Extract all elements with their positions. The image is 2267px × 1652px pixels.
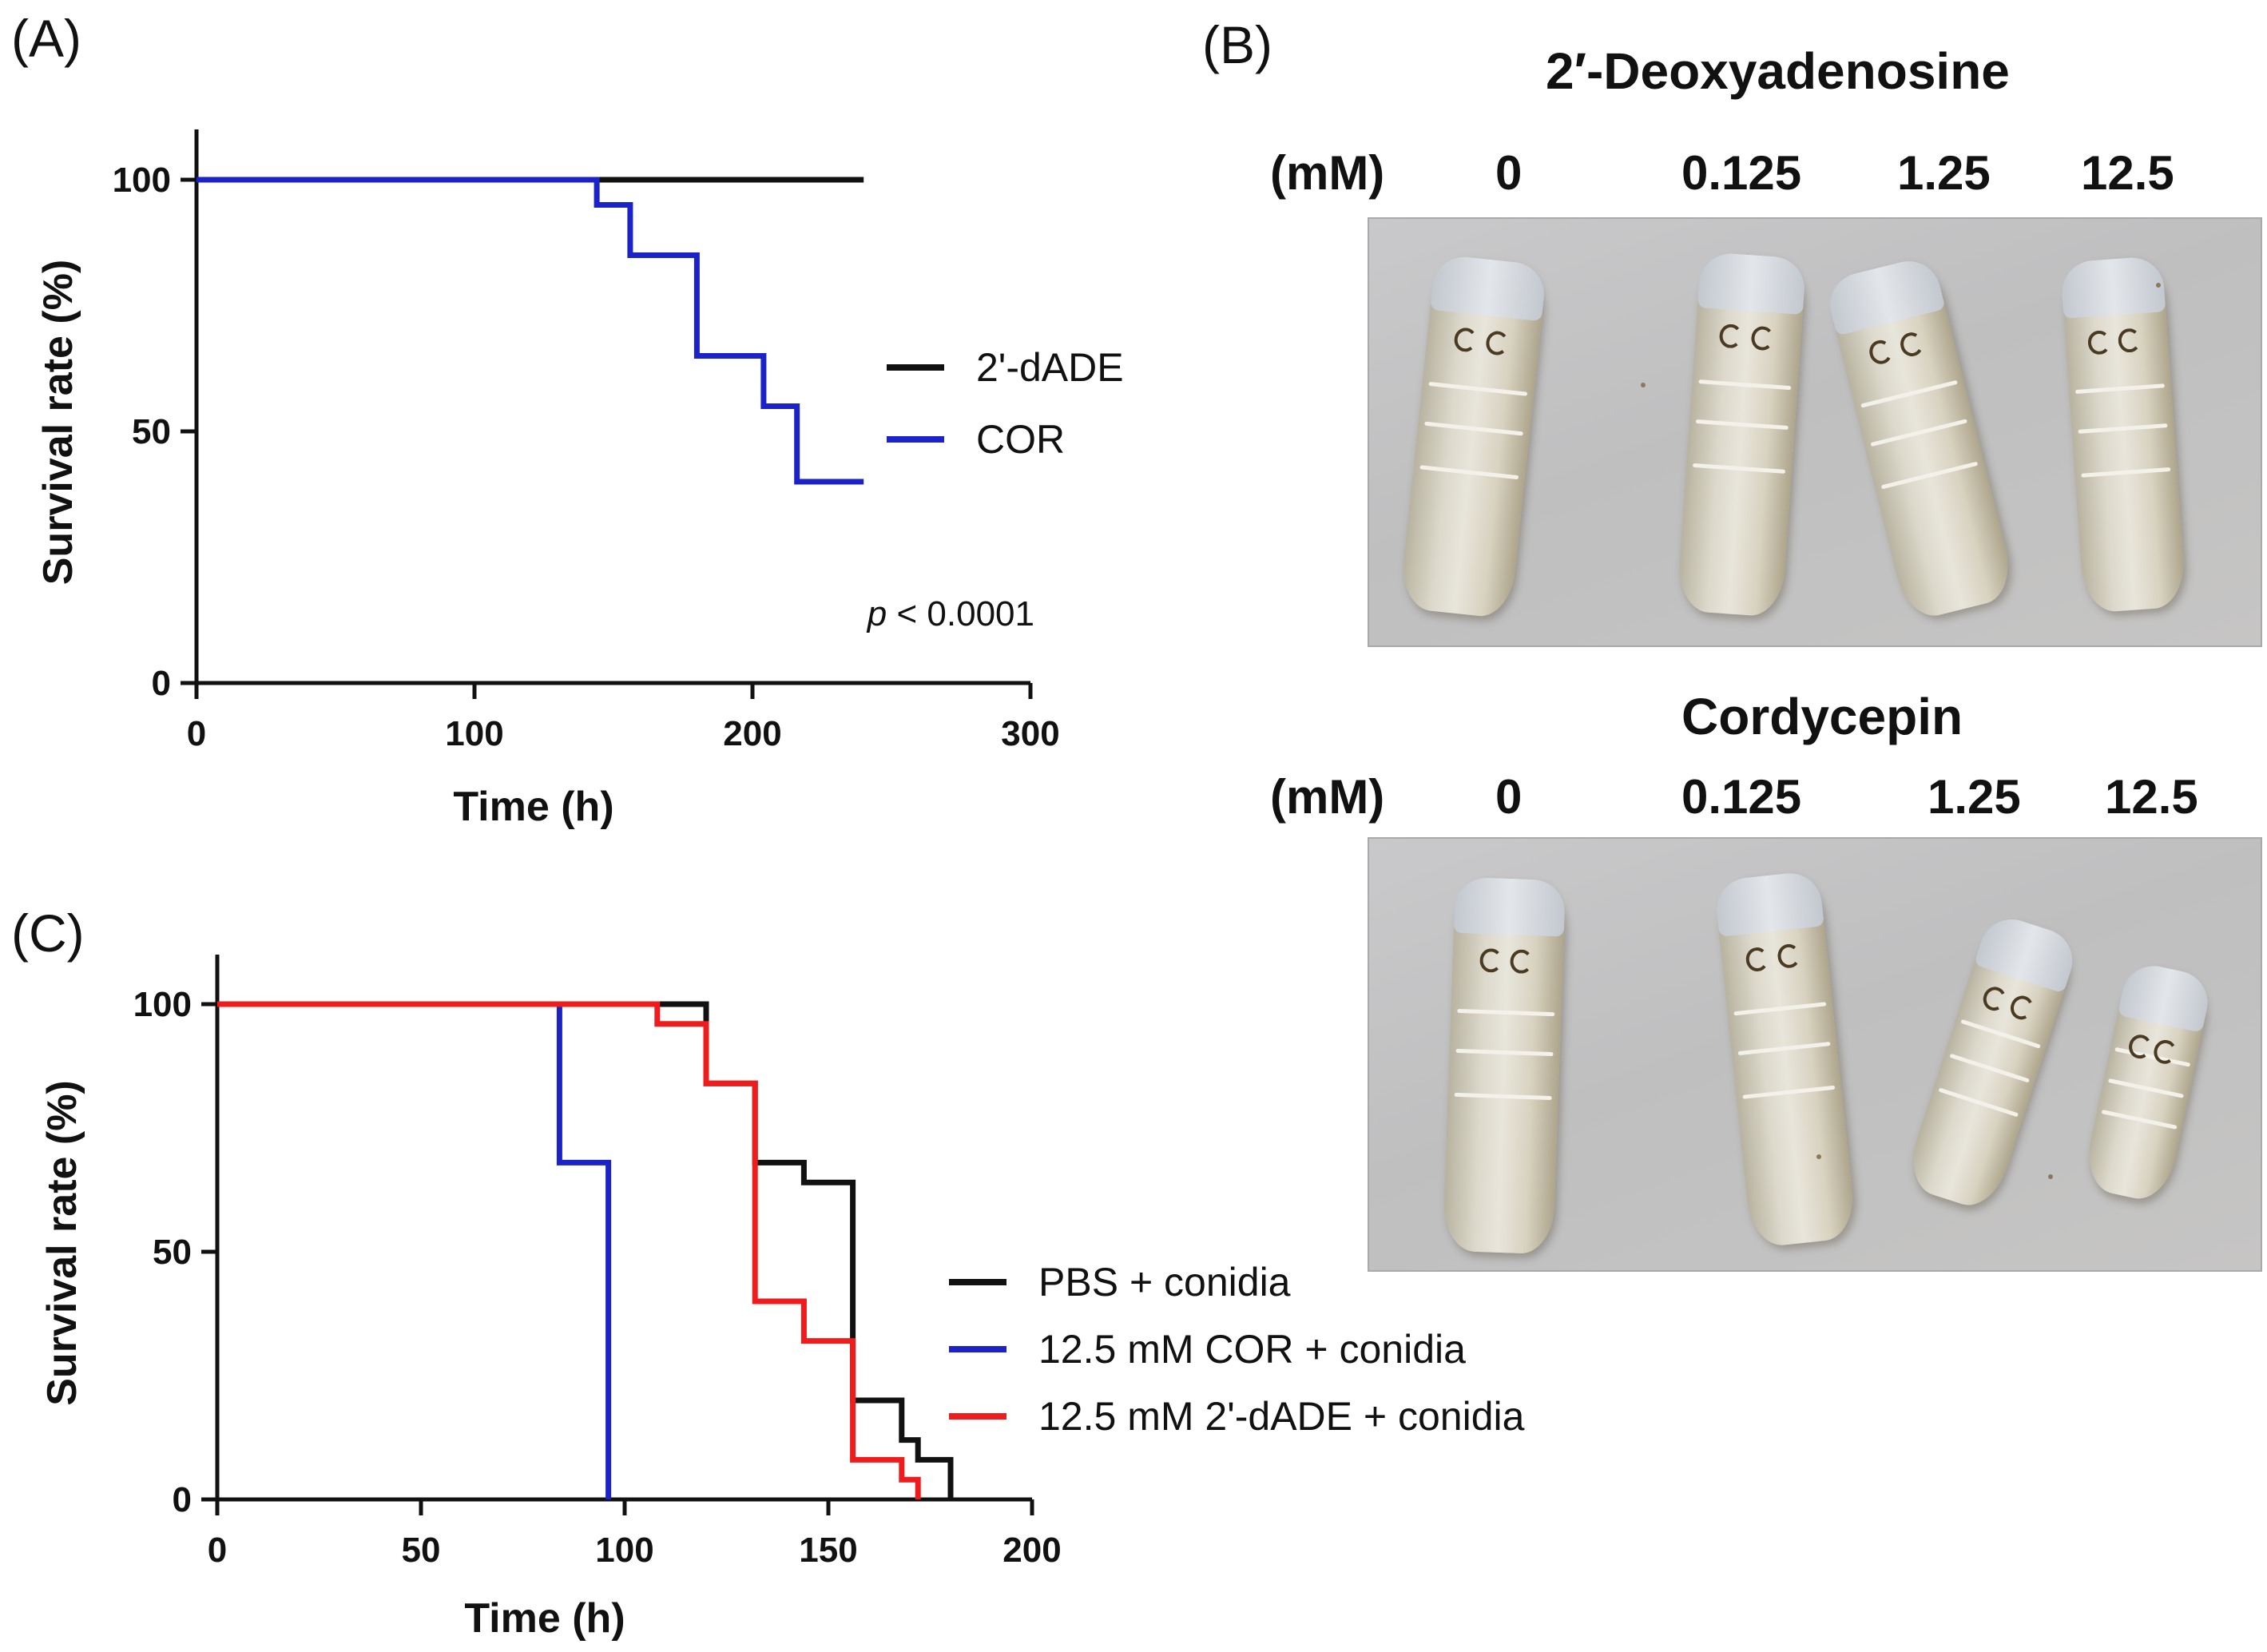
top-conc-3: 12.5 xyxy=(2081,146,2174,200)
y-axis-label-c: Survival rate (%) xyxy=(39,1080,85,1406)
larva xyxy=(2081,959,2213,1205)
x-tick-label-c: 50 xyxy=(402,1531,441,1570)
cordycepin-title: Cordycepin xyxy=(1681,688,1963,745)
y-tick-label-c: 0 xyxy=(173,1480,192,1519)
deoxyadenosine-title: 2′-Deoxyadenosine xyxy=(1546,42,2010,100)
y-tick-label-a: 50 xyxy=(132,412,171,451)
bottom-conc-2: 1.25 xyxy=(1928,770,2021,824)
bottom-conc-0: 0 xyxy=(1495,770,1523,824)
y-tick-label-c: 50 xyxy=(153,1233,192,1272)
x-tick-label-c: 150 xyxy=(799,1531,857,1570)
p-value-annotation: p < 0.0001 xyxy=(866,594,1034,633)
y-tick-label-c: 100 xyxy=(133,985,192,1024)
x-tick-label-c: 0 xyxy=(208,1531,227,1570)
panel-label-a: (A) xyxy=(11,9,81,68)
x-tick-label-c: 100 xyxy=(595,1531,653,1570)
x-tick-label-c: 200 xyxy=(1002,1531,1061,1570)
top-conc-1: 0.125 xyxy=(1681,146,1802,200)
series-line-c-1 xyxy=(217,1001,612,1499)
top-larvae-photo xyxy=(1368,217,2262,647)
legend-label-c-0: PBS + conidia xyxy=(1038,1260,1291,1305)
p-symbol: p xyxy=(866,594,887,633)
x-tick-label-a: 300 xyxy=(1001,714,1059,753)
series-line-a-1 xyxy=(197,177,864,485)
bottom-unit-label: (mM) xyxy=(1270,770,1385,824)
series-line-c-2 xyxy=(217,1001,921,1499)
bottom-conc-3: 12.5 xyxy=(2105,770,2198,824)
series-line-c-0 xyxy=(217,1001,954,1499)
larva xyxy=(1713,870,1857,1249)
larva xyxy=(2059,256,2187,614)
y-tick-label-a: 0 xyxy=(152,664,171,703)
top-unit-label: (mM) xyxy=(1270,146,1385,200)
x-tick-label-a: 0 xyxy=(187,714,206,753)
legend-label-a-1: COR xyxy=(976,417,1065,462)
legend-label-c-2: 12.5 mM 2'-dADE + conidia xyxy=(1038,1394,1525,1439)
larva xyxy=(1823,254,2018,623)
panel-label-c: (C) xyxy=(11,903,85,963)
bottom-larvae-photo xyxy=(1368,837,2262,1272)
x-tick-label-a: 200 xyxy=(723,714,781,753)
panel-label-b: (B) xyxy=(1202,15,1272,74)
top-conc-0: 0 xyxy=(1495,146,1523,200)
larva xyxy=(1399,253,1547,620)
x-tick-label-a: 100 xyxy=(445,714,503,753)
legend-label-c-1: 12.5 mM COR + conidia xyxy=(1038,1327,1466,1372)
x-axis-label-c: Time (h) xyxy=(464,1595,625,1642)
larva xyxy=(1902,911,2081,1214)
p-threshold: < 0.0001 xyxy=(887,594,1034,633)
y-axis-label-a: Survival rate (%) xyxy=(35,260,81,586)
larva xyxy=(1442,876,1566,1255)
larva xyxy=(1676,251,1807,618)
top-conc-2: 1.25 xyxy=(1897,146,1991,200)
legend-label-a-0: 2'-dADE xyxy=(976,345,1124,390)
y-tick-label-a: 100 xyxy=(113,161,171,200)
bottom-conc-1: 0.125 xyxy=(1681,770,1802,824)
x-axis-label-a: Time (h) xyxy=(453,784,613,830)
